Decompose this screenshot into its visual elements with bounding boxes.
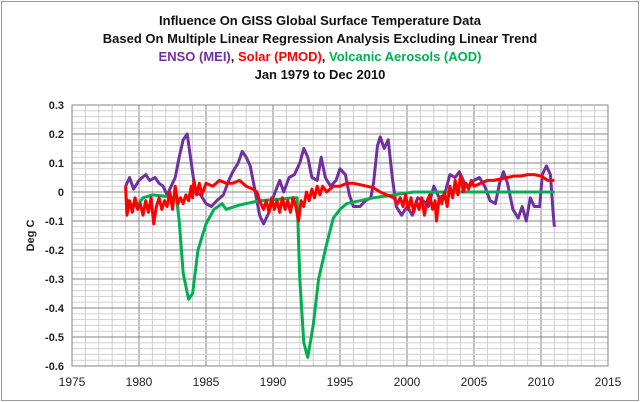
y-tick-label: 0.1 — [49, 158, 64, 170]
y-axis-label: Deg C — [25, 220, 37, 252]
chart-period: Jan 1979 to Dec 2010 — [254, 67, 386, 82]
y-tick-label: -0.4 — [45, 303, 65, 315]
y-tick-label: -0.3 — [45, 274, 64, 286]
plot-border — [71, 104, 609, 367]
series-title-enso: ENSO (MEI) — [158, 49, 231, 64]
series-title-sep: , — [321, 49, 330, 64]
x-tick-label: 1985 — [193, 375, 220, 389]
y-tick-label: -0.1 — [45, 216, 64, 228]
x-tick-label: 1995 — [327, 375, 354, 389]
series-title-line: ENSO (MEI), Solar (PMOD), Volcanic Aeros… — [0, 48, 640, 66]
x-tick-label: 2000 — [394, 375, 421, 389]
chart-subtitle: Based On Multiple Linear Regression Anal… — [102, 31, 538, 46]
series-line-enso-mei — [124, 132, 556, 227]
y-tick-label: 0.3 — [49, 100, 64, 112]
x-tick-label: 1980 — [126, 375, 153, 389]
chart-title: Influence On GISS Global Surface Tempera… — [159, 13, 481, 28]
series-title-volcanic: Volcanic Aerosols (AOD) — [329, 49, 482, 64]
y-tick-label: -0.5 — [45, 332, 64, 344]
y-tick-label: -0.6 — [45, 361, 64, 373]
series-title-solar: Solar (PMOD) — [238, 49, 322, 64]
x-tick-label: 1975 — [59, 375, 86, 389]
chart-titles: Influence On GISS Global Surface Tempera… — [0, 12, 640, 84]
series-title-sep: , — [230, 49, 238, 64]
y-tick-label: 0 — [58, 187, 64, 199]
x-tick-label: 2015 — [595, 375, 622, 389]
series-line-solar-pmod — [124, 173, 555, 226]
y-tick-label: -0.2 — [45, 245, 64, 257]
x-tick-label: 2010 — [528, 375, 555, 389]
y-tick-label: 0.2 — [49, 129, 64, 141]
x-tick-label: 2005 — [461, 375, 488, 389]
x-tick-label: 1990 — [260, 375, 287, 389]
